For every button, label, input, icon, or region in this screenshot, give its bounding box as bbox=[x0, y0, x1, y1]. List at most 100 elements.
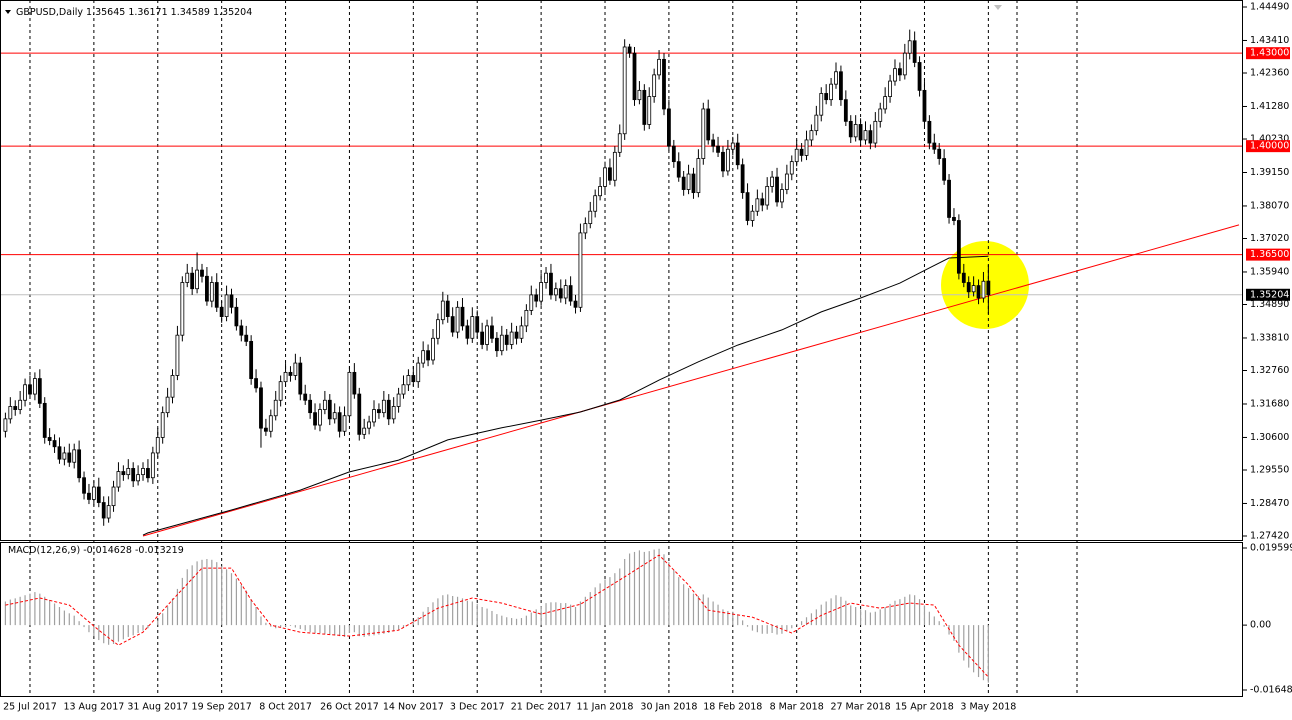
last-open: 1.35645 bbox=[86, 7, 125, 18]
candle-body bbox=[701, 108, 706, 159]
candle-body bbox=[706, 108, 711, 141]
candle-body bbox=[445, 300, 450, 317]
candle-body bbox=[770, 176, 775, 187]
candle-body bbox=[765, 186, 770, 206]
menu-arrow bbox=[5, 10, 11, 14]
y-tick-label: 0.00 bbox=[1250, 620, 1271, 631]
candle-body bbox=[475, 316, 480, 333]
candle-body bbox=[637, 89, 642, 101]
candle-body bbox=[622, 46, 627, 135]
candle-body bbox=[809, 130, 814, 141]
candle-body bbox=[558, 288, 563, 299]
candle-body bbox=[676, 161, 681, 178]
candle-body bbox=[740, 164, 745, 194]
x-tick-label: 15 Apr 2018 bbox=[895, 702, 954, 713]
candle-body bbox=[357, 393, 362, 435]
candle-body bbox=[288, 371, 293, 376]
candle-body bbox=[377, 409, 381, 414]
candle-body bbox=[190, 272, 195, 290]
candle-body bbox=[263, 427, 268, 432]
candle-body bbox=[514, 331, 519, 339]
candle-body bbox=[121, 471, 126, 476]
trend-line bbox=[142, 224, 1240, 537]
x-tick-label: 14 Nov 2017 bbox=[383, 702, 444, 713]
candle-body bbox=[947, 179, 951, 218]
candle-body bbox=[37, 378, 42, 404]
candle-body bbox=[504, 334, 509, 345]
candle-body bbox=[352, 371, 357, 395]
candle-body bbox=[544, 272, 548, 283]
level-label-box bbox=[1246, 248, 1290, 261]
candle-body bbox=[209, 282, 214, 302]
candle-body bbox=[632, 52, 637, 101]
candle-body bbox=[3, 418, 8, 432]
candle-body bbox=[873, 120, 878, 144]
candle-body bbox=[775, 176, 779, 203]
candle-body bbox=[834, 71, 838, 85]
candle-body bbox=[897, 68, 902, 76]
candle-body bbox=[42, 402, 47, 438]
y-tick-label: 1.32760 bbox=[1250, 365, 1289, 376]
candle-body bbox=[603, 167, 607, 187]
x-tick-label: 30 Jan 2018 bbox=[640, 702, 697, 713]
y-tick-label: 1.34890 bbox=[1250, 299, 1289, 310]
y-tick-label: 1.42360 bbox=[1250, 68, 1289, 79]
candle-body bbox=[893, 68, 897, 82]
level-label: 1.36500 bbox=[1250, 249, 1289, 260]
x-tick-label: 31 Aug 2017 bbox=[127, 702, 188, 713]
candle-body bbox=[278, 381, 283, 401]
candle-body bbox=[927, 120, 932, 144]
candle-body bbox=[499, 334, 504, 352]
candle-body bbox=[608, 167, 612, 181]
candle-body bbox=[583, 223, 588, 234]
candle-body bbox=[593, 195, 598, 212]
candle-body bbox=[804, 139, 809, 156]
candle-body bbox=[794, 148, 799, 163]
candle-body bbox=[956, 220, 961, 274]
candle-body bbox=[180, 282, 185, 336]
y-tick-label: 1.44490 bbox=[1250, 2, 1289, 13]
candle-body bbox=[131, 468, 136, 482]
candle-body bbox=[912, 40, 917, 63]
candle-body bbox=[647, 96, 652, 125]
candle-body bbox=[155, 437, 160, 454]
candle-body bbox=[716, 145, 720, 153]
candle-body bbox=[883, 96, 888, 110]
x-tick-label: 27 Mar 2018 bbox=[830, 702, 890, 713]
candle-body bbox=[480, 331, 485, 345]
signal-last: -0.013219 bbox=[135, 545, 184, 556]
x-tick-label: 25 Jul 2017 bbox=[3, 702, 57, 713]
y-tick-label: 0.019599 bbox=[1250, 543, 1292, 554]
candle-body bbox=[652, 74, 657, 97]
candle-body bbox=[234, 306, 239, 327]
candle-body bbox=[539, 282, 544, 302]
current-price-box bbox=[1246, 288, 1290, 301]
candle-body bbox=[450, 316, 455, 333]
candle-body bbox=[780, 189, 784, 203]
candle-body bbox=[490, 325, 494, 339]
candle-body bbox=[730, 142, 735, 150]
candle-body bbox=[367, 421, 372, 429]
candle-body bbox=[313, 412, 317, 426]
candle-body bbox=[553, 288, 558, 296]
y-tick-label: 1.43410 bbox=[1250, 35, 1289, 46]
candle-body bbox=[686, 173, 691, 190]
candle-body bbox=[976, 285, 981, 299]
candle-body bbox=[87, 492, 91, 500]
candle-body bbox=[126, 468, 131, 476]
candle-body bbox=[966, 282, 971, 293]
candle-body bbox=[170, 375, 175, 398]
candle-body bbox=[529, 294, 534, 311]
candle-body bbox=[725, 148, 730, 172]
moving-average bbox=[142, 255, 989, 536]
level-label: 1.40000 bbox=[1250, 141, 1289, 152]
candle-body bbox=[563, 285, 568, 299]
y-tick-label: 1.33810 bbox=[1250, 332, 1289, 343]
candle-body bbox=[298, 362, 303, 395]
candle-body bbox=[72, 449, 77, 463]
candle-body bbox=[322, 399, 327, 410]
candle-body bbox=[101, 502, 106, 519]
candle-body bbox=[136, 474, 141, 482]
candle-body bbox=[760, 198, 765, 206]
symbol: GBPUSD,Daily bbox=[16, 7, 83, 18]
